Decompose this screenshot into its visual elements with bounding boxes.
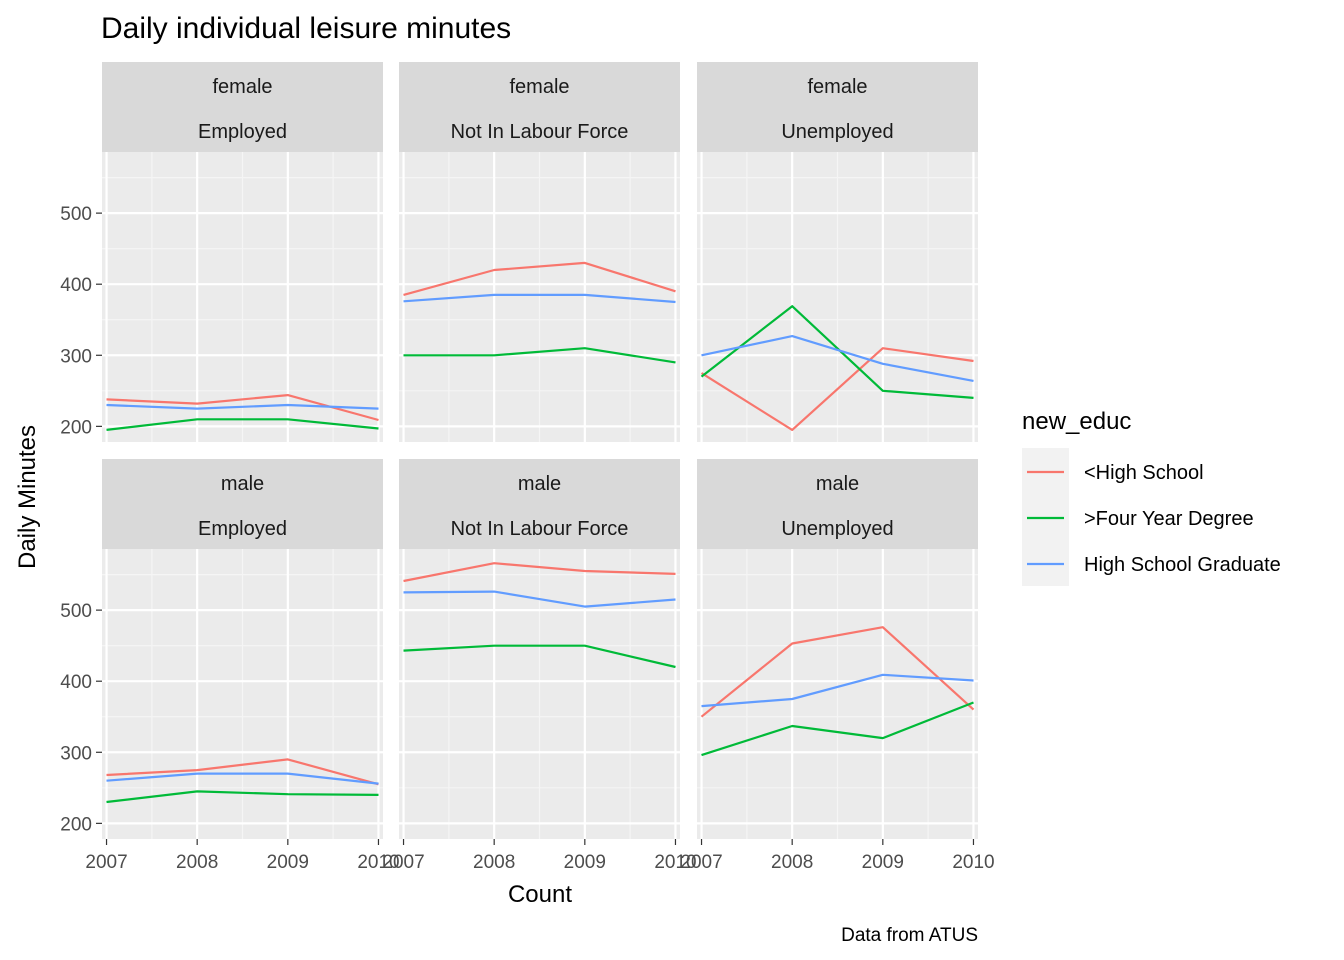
x-tick-label: 2008 — [473, 852, 515, 873]
facet-strip — [399, 62, 680, 152]
facet-panel: male Not In Labour Force — [399, 459, 680, 839]
x-tick-label: 2010 — [952, 852, 994, 873]
series-line — [700, 626, 975, 718]
x-tick-label: 2007 — [382, 852, 424, 873]
y-tick-label: 400 — [60, 275, 92, 296]
chart-title: Daily individual leisure minutes — [101, 12, 511, 45]
y-tick-label: 300 — [60, 743, 92, 764]
x-tick-label: 2007 — [85, 852, 127, 873]
series-line — [700, 305, 974, 399]
facet-panel: female Not In Labour Force — [399, 62, 680, 442]
y-tick-label: 400 — [60, 672, 92, 693]
y-tick-label: 300 — [60, 346, 92, 367]
y-tick-label: 500 — [60, 601, 92, 622]
series-line — [403, 261, 676, 296]
facet-strip-label: male — [518, 473, 561, 495]
facet-strip-label: female — [807, 76, 867, 98]
series-line — [106, 403, 379, 410]
facet-strip — [697, 459, 978, 549]
y-axis: 200 300 400 500 200 300 400 500 — [60, 204, 102, 835]
facet-strip-label: male — [221, 473, 264, 495]
series-line — [403, 590, 676, 608]
x-tick-label: 2007 — [680, 852, 722, 873]
y-tick-label: 500 — [60, 204, 92, 225]
facet-strip-label: Not In Labour Force — [451, 121, 629, 143]
facet-strip-label: Employed — [198, 518, 287, 540]
series-line — [701, 335, 974, 382]
x-tick-label: 2009 — [862, 852, 904, 873]
facet-panel: male Unemployed — [697, 459, 978, 839]
legend: new_educ <High School >Four Year Degree Hi… — [1022, 408, 1281, 586]
facet-strip-label: Employed — [198, 121, 287, 143]
legend-label: >Four Year Degree — [1084, 508, 1254, 530]
x-tick-label: 2010 — [654, 852, 696, 873]
series-line — [106, 790, 379, 804]
facet-strip — [399, 459, 680, 549]
facet-strip-label: Unemployed — [781, 518, 893, 540]
x-axis-title: Count — [508, 881, 572, 908]
legend-label: High School Graduate — [1084, 554, 1281, 576]
y-axis-title: Daily Minutes — [14, 425, 41, 569]
series-line — [403, 347, 676, 364]
series-line — [403, 293, 676, 304]
facet-strip — [102, 459, 383, 549]
series-line — [403, 644, 676, 669]
series-line — [701, 701, 974, 757]
x-tick-label: 2009 — [267, 852, 309, 873]
y-tick-label: 200 — [60, 814, 92, 835]
series-line — [701, 673, 974, 708]
series-line — [700, 347, 974, 431]
series-line — [106, 758, 379, 786]
x-tick-label: 2008 — [771, 852, 813, 873]
series-line — [106, 772, 379, 785]
facet-panel: female Employed — [102, 62, 383, 442]
legend-label: <High School — [1084, 462, 1204, 484]
y-tick-label: 200 — [60, 417, 92, 438]
series-line — [106, 418, 379, 431]
facet-strip-label: female — [509, 76, 569, 98]
facet-panel: male Employed — [102, 459, 383, 839]
facet-strip-label: male — [816, 473, 859, 495]
facet-panel: female Unemployed — [697, 62, 978, 442]
facet-strip-label: Unemployed — [781, 121, 893, 143]
facet-strip-label: female — [212, 76, 272, 98]
legend-title: new_educ — [1022, 408, 1131, 435]
series-line — [403, 562, 676, 583]
x-tick-label: 2010 — [357, 852, 399, 873]
x-tick-label: 2008 — [176, 852, 218, 873]
facet-strip-label: Not In Labour Force — [451, 518, 629, 540]
facet-strip — [697, 62, 978, 152]
facet-strip — [102, 62, 383, 152]
chart-caption: Data from ATUS — [841, 925, 978, 946]
x-tick-label: 2009 — [564, 852, 606, 873]
